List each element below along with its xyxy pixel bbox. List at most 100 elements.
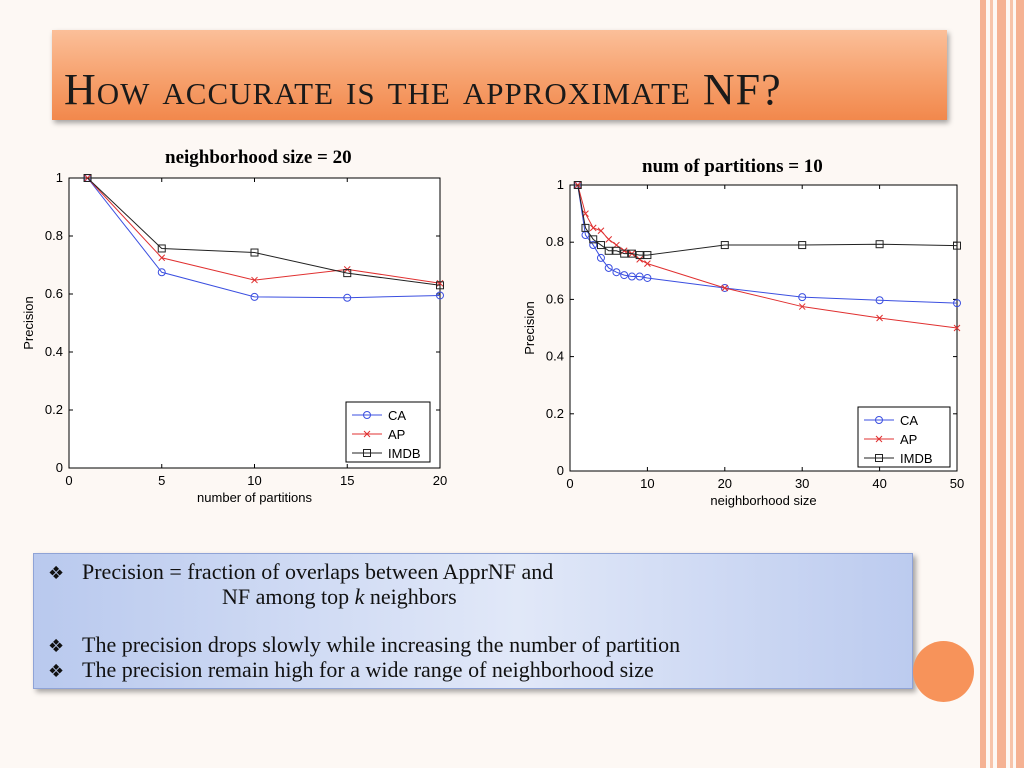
data-point: [604, 263, 613, 272]
data-point: [798, 293, 807, 302]
data-point: [597, 227, 605, 235]
note-2: ❖ The precision drops slowly while increa…: [48, 632, 680, 658]
data-point: [250, 248, 259, 257]
note-1-continuation: NF among top k neighbors: [222, 584, 457, 610]
data-point: [589, 241, 598, 250]
y-tick-label: 0.6: [45, 286, 63, 301]
legend-label: CA: [900, 413, 918, 428]
x-tick-label: 30: [795, 476, 809, 491]
x-tick-label: 5: [158, 473, 165, 488]
data-point: [644, 260, 651, 268]
data-point: [627, 272, 636, 281]
bullet-icon: ❖: [48, 563, 65, 584]
x-tick-label: 10: [247, 473, 261, 488]
note-3: ❖ The precision remain high for a wide ra…: [48, 657, 654, 683]
data-point: [436, 291, 444, 300]
decor-stripe-3: [997, 0, 1006, 768]
decor-stripe-1: [980, 0, 986, 768]
note-1-line2-italic: k: [354, 584, 365, 609]
note-1-line2-prefix: NF among top: [222, 584, 355, 609]
data-point: [875, 240, 884, 249]
decor-stripe-5: [1016, 0, 1024, 768]
data-point: [721, 284, 729, 292]
x-tick-label: 20: [718, 476, 732, 491]
data-point: [158, 254, 166, 262]
series-line: [87, 177, 441, 286]
data-point: [643, 251, 652, 260]
x-tick-label: 20: [433, 473, 447, 488]
x-tick-label: 15: [340, 473, 354, 488]
note-3-text: The precision remain high for a wide ran…: [82, 657, 654, 682]
decor-stripe-4: [1010, 0, 1013, 768]
data-point: [635, 272, 644, 281]
data-point: [875, 435, 883, 443]
x-tick-label: 0: [65, 473, 72, 488]
data-point: [643, 273, 652, 282]
data-point: [436, 281, 444, 290]
y-tick-label: 1: [56, 170, 63, 185]
slide-title: How accurate is the approximate NF?: [64, 65, 782, 114]
data-point: [574, 181, 582, 189]
y-tick-label: 0: [557, 463, 564, 478]
legend-label: AP: [388, 427, 405, 442]
data-point: [875, 454, 883, 462]
data-point: [83, 174, 92, 182]
data-point: [953, 299, 961, 308]
y-tick-label: 0.2: [45, 402, 63, 417]
series-line: [87, 177, 441, 299]
legend-label: AP: [900, 432, 917, 447]
legend-box: [857, 406, 951, 468]
x-tick-label: 50: [950, 476, 964, 491]
data-point: [343, 293, 352, 302]
legend: CA AP IMDB: [345, 401, 431, 463]
y-tick-label: 0: [56, 460, 63, 475]
data-point: [343, 269, 352, 278]
data-point: [363, 411, 371, 419]
legend-label: IMDB: [388, 446, 421, 461]
data-point: [589, 224, 597, 232]
x-tick-label: 0: [566, 476, 573, 491]
series-ap: [574, 181, 961, 332]
data-point: [573, 181, 582, 189]
legend-box: [345, 401, 431, 463]
data-point: [363, 430, 371, 438]
legend-label: CA: [388, 408, 406, 423]
chart-neighborhood-size-20: 0 5 10 15 20 0 0.2 0.4 0.6 0.8 1 number of partitio…: [21, 170, 447, 505]
notes-box: ❖ Precision = fraction of overlaps betwee…: [33, 553, 913, 689]
data-point: [953, 324, 961, 332]
data-point: [620, 249, 629, 258]
x-axis-label: neighborhood size: [710, 493, 816, 508]
data-point: [581, 223, 590, 232]
data-point: [627, 249, 636, 258]
data-point: [612, 246, 621, 255]
data-point: [620, 271, 629, 280]
y-tick-label: 0.2: [546, 406, 564, 421]
data-point: [604, 246, 613, 255]
data-point: [157, 268, 166, 277]
data-point: [250, 292, 259, 301]
data-point: [798, 303, 806, 310]
x-axis-label: number of partitions: [197, 490, 312, 505]
x-tick-label: 40: [872, 476, 886, 491]
bullet-icon: ❖: [48, 661, 65, 682]
series-imdb: [83, 174, 444, 290]
legend-label: IMDB: [900, 451, 933, 466]
y-tick-label: 0.4: [45, 344, 63, 359]
y-tick-label: 1: [557, 177, 564, 192]
y-axis-label: Precision: [21, 296, 36, 349]
chart2-title: num of partitions = 10: [642, 156, 823, 177]
series-imdb: [573, 181, 961, 260]
note-1: ❖ Precision = fraction of overlaps betwee…: [48, 559, 553, 585]
data-point: [636, 256, 644, 263]
data-point: [720, 283, 729, 292]
note-2-text: The precision drops slowly while increas…: [82, 632, 681, 657]
bullet-icon: ❖: [48, 636, 65, 657]
decor-circle: [913, 641, 974, 702]
data-point: [612, 268, 621, 277]
data-point: [605, 235, 613, 243]
data-point: [251, 276, 258, 284]
data-point: [363, 449, 371, 457]
data-point: [875, 416, 883, 424]
data-point: [953, 241, 961, 250]
data-point: [720, 241, 729, 250]
